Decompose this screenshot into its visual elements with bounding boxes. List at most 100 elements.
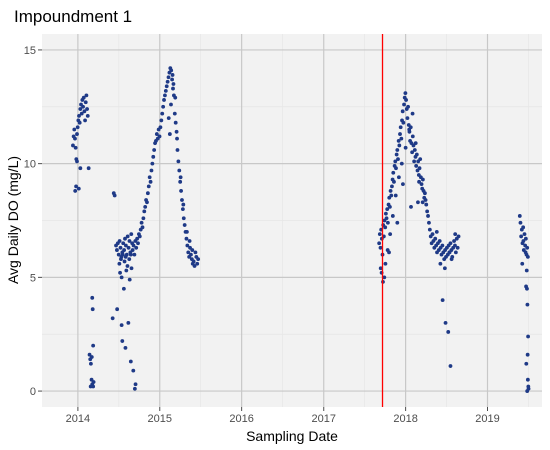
data-point (77, 113, 81, 118)
data-point (77, 120, 82, 125)
data-point (427, 227, 432, 232)
data-point (81, 95, 86, 100)
data-point (161, 104, 166, 109)
data-points (71, 66, 531, 393)
data-point (191, 259, 196, 264)
data-point (179, 189, 183, 193)
data-point (86, 166, 91, 171)
data-point (420, 200, 425, 205)
x-axis-label: Sampling Date (246, 428, 338, 444)
data-point (78, 107, 83, 111)
data-point (384, 216, 389, 221)
data-point (393, 193, 398, 198)
data-point (79, 111, 84, 116)
data-point (142, 209, 147, 214)
x-tick-label: 2015 (148, 413, 172, 425)
data-point (452, 239, 456, 243)
data-point (167, 132, 172, 136)
x-tick-label: 2017 (311, 413, 335, 425)
data-point (525, 352, 530, 357)
data-point (157, 134, 162, 139)
data-point (430, 232, 435, 237)
data-point (115, 248, 119, 252)
data-point (134, 245, 139, 250)
data-point (403, 91, 408, 96)
data-point (172, 111, 177, 116)
data-point (423, 198, 428, 202)
data-point (129, 266, 134, 271)
data-point (410, 134, 415, 139)
x-tick-label: 2016 (229, 413, 253, 425)
data-point (413, 141, 418, 146)
data-point (390, 214, 395, 218)
data-point (141, 216, 146, 221)
data-point (453, 250, 458, 255)
data-point (419, 182, 424, 187)
data-point (392, 179, 396, 184)
data-point (377, 241, 382, 246)
data-point (178, 175, 183, 180)
data-point (525, 245, 530, 250)
data-point (73, 145, 78, 150)
y-axis-ticks: 0 5 10 15 (24, 45, 42, 398)
data-point (388, 232, 393, 237)
data-point (447, 250, 452, 255)
data-point (123, 236, 127, 241)
data-point (420, 177, 425, 182)
data-point (173, 95, 178, 100)
data-point (396, 157, 400, 161)
data-point (118, 270, 122, 275)
data-point (163, 93, 167, 98)
data-point (75, 159, 79, 164)
data-point (414, 152, 419, 157)
data-point (150, 161, 155, 166)
data-point (170, 77, 175, 82)
data-point (145, 200, 149, 205)
data-point (82, 109, 87, 114)
data-point (440, 298, 445, 303)
data-point (89, 361, 93, 366)
data-point (116, 252, 121, 257)
data-point (123, 243, 128, 248)
data-point (438, 261, 443, 266)
data-point (131, 243, 136, 248)
data-point (164, 84, 169, 89)
y-tick-label: 5 (30, 272, 36, 284)
data-point (127, 239, 132, 243)
data-point (520, 261, 525, 266)
data-point (414, 164, 419, 168)
data-point (402, 102, 406, 107)
data-point (525, 254, 530, 259)
data-point (522, 232, 527, 237)
data-point (519, 234, 524, 239)
data-point (405, 116, 410, 121)
data-point (525, 286, 529, 291)
data-point (397, 143, 402, 148)
data-point (127, 257, 132, 262)
data-point (130, 248, 135, 252)
data-point (124, 268, 129, 273)
data-point (154, 132, 159, 136)
data-point (417, 179, 421, 184)
data-point (393, 159, 398, 164)
data-point (453, 243, 457, 248)
data-point (448, 241, 453, 246)
x-tick-label: 2019 (475, 413, 499, 425)
data-point (117, 239, 122, 243)
x-tick-label: 2014 (66, 413, 90, 425)
data-point (407, 127, 412, 132)
data-point (72, 127, 77, 132)
data-point (73, 189, 78, 193)
data-point (169, 102, 173, 107)
data-point (378, 266, 383, 271)
data-point (132, 252, 137, 257)
data-point (149, 168, 154, 173)
data-point (178, 179, 183, 184)
data-point (403, 145, 408, 150)
minor-gridlines (42, 34, 542, 407)
data-point (126, 320, 131, 325)
data-point (185, 243, 190, 248)
data-point (120, 339, 125, 343)
data-point (146, 184, 151, 189)
